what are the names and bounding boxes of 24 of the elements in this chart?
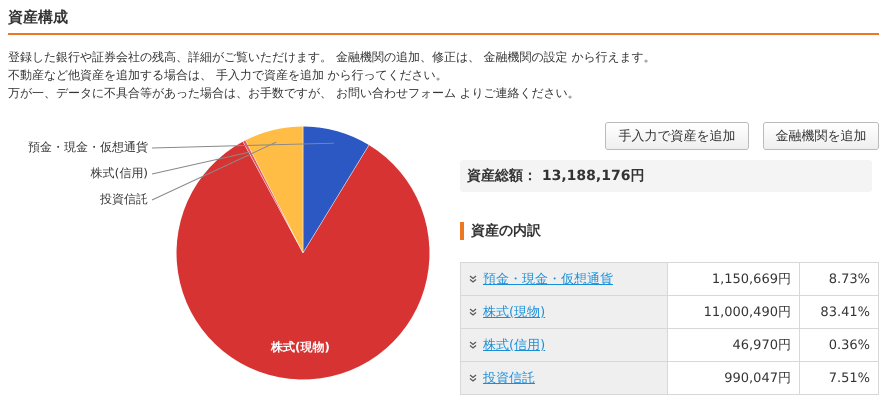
category-label: 投資信託 xyxy=(483,371,535,386)
text: 万が一、データに不具合等があった場合は、お手数ですが、 お問い合わせフォーム よりご連絡ください。 xyxy=(8,85,581,102)
text: 不動産など他資産を追加する場合は、 手入力で資産を追加 から行ってください。 xyxy=(8,67,449,84)
slice-label: 預金・現金・仮想通貨 xyxy=(28,140,148,154)
text: 11,000,490円 xyxy=(668,296,800,328)
slice-label: 株式(現物) xyxy=(270,340,330,354)
slice-label: 株式(現物) xyxy=(483,305,546,320)
text: 資産の内訳 xyxy=(460,222,541,240)
text: 登録した銀行や証券会社の残高、詳細がご覧いただけます。 金融機関の追加、修正は、 金融機関の設定 から行えます。 xyxy=(8,49,656,66)
text: 8.73% xyxy=(800,262,878,296)
slice-label: 株式(信用) xyxy=(90,166,148,180)
text: 0.36% xyxy=(800,328,878,362)
text: 資産総額： 13,188,176円 xyxy=(460,160,872,192)
category-label: 株式(信用) xyxy=(483,338,546,353)
text: 83.41% xyxy=(800,296,878,328)
text: 990,047円 xyxy=(668,362,800,394)
text: 金融機関を追加 xyxy=(763,122,879,150)
text: 7.51% xyxy=(800,362,878,394)
text: 46,970円 xyxy=(668,328,800,362)
slice-label: 投資信託 xyxy=(99,192,148,206)
text: 手入力で資産を追加 xyxy=(605,122,749,150)
text: 1,150,669円 xyxy=(668,262,800,296)
chart-title: 資産構成 xyxy=(8,8,879,35)
category-label: 預金・現金・仮想通貨 xyxy=(483,272,613,287)
